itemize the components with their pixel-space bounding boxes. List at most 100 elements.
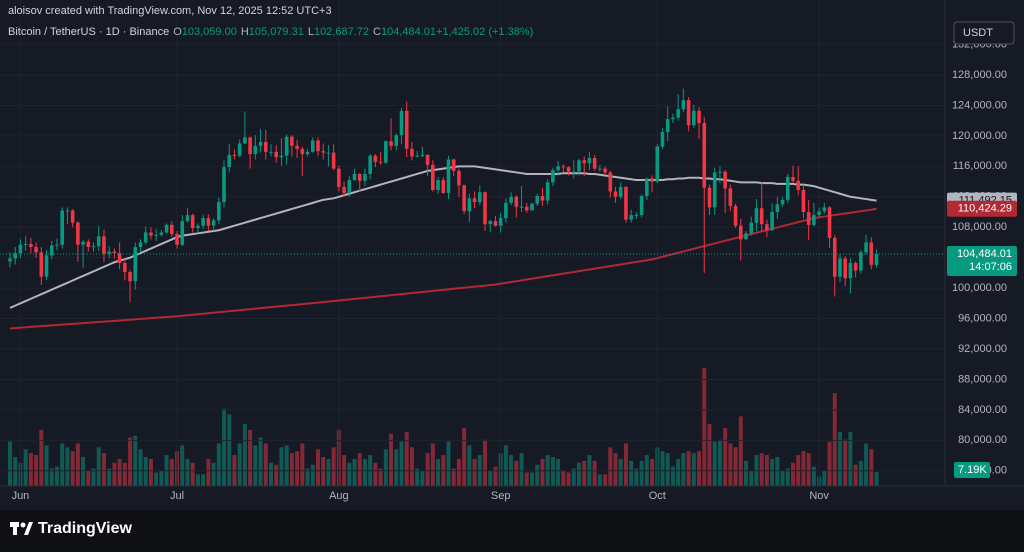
volume-bar [180, 445, 185, 486]
volume-bar [556, 458, 561, 486]
candle-body [869, 242, 874, 265]
volume-bar [383, 449, 388, 486]
candle-body [149, 232, 153, 236]
candle-body [785, 176, 790, 200]
volume-bar [603, 474, 608, 486]
volume-bar [211, 462, 216, 486]
volume-bar [13, 456, 18, 486]
candle-body [478, 192, 482, 203]
candle-body [415, 155, 419, 157]
volume-bar [420, 470, 425, 486]
candle-body [577, 160, 581, 172]
currency-label[interactable]: USDT [963, 27, 993, 39]
legend-value: 103,059.00 [182, 26, 237, 38]
volume-bar [117, 458, 122, 486]
ma-badge-label: 110,424.29 [958, 203, 1012, 215]
volume-bar [488, 470, 493, 486]
candle-body [561, 166, 566, 168]
candle-body [853, 263, 858, 271]
candle-body [551, 170, 555, 183]
volume-bar [357, 453, 362, 486]
candle-body [822, 207, 827, 212]
volume-badge [954, 462, 990, 478]
candle-body [133, 247, 138, 282]
price-axis-panel [945, 0, 1024, 486]
volume-bar [28, 453, 33, 486]
volume-bar [399, 441, 404, 486]
volume-bar [253, 445, 258, 486]
legend-key: C [373, 26, 381, 38]
volume-bar [242, 424, 247, 486]
candle-body [305, 151, 310, 155]
volume-bar [597, 474, 602, 486]
candle-body [660, 132, 665, 147]
candle-body [566, 167, 571, 172]
volume-bar [394, 449, 399, 486]
candle-body [598, 168, 602, 170]
volume-bar [248, 429, 253, 486]
brand-logo [10, 522, 33, 535]
candle-body [180, 221, 185, 245]
volume-bar [691, 453, 696, 486]
volume-bar [618, 458, 623, 486]
volume-bar [853, 464, 858, 486]
volume-bar [112, 462, 117, 486]
candle-body [211, 220, 216, 226]
candle-body [571, 171, 576, 173]
candle-body [618, 186, 623, 197]
candle-body [655, 146, 660, 182]
volume-bar [864, 443, 869, 486]
candle-body [8, 258, 12, 262]
volume-bar [874, 472, 879, 486]
volume-bar [843, 439, 848, 486]
volume-bar [289, 453, 294, 486]
candle-body [556, 166, 560, 171]
volume-bar [837, 431, 842, 486]
candle-body [363, 173, 367, 181]
candle-body [650, 178, 654, 182]
y-tick-label: 80,000.00 [958, 434, 1007, 446]
candle-body [18, 244, 23, 254]
candle-body [102, 236, 106, 254]
candle-body [201, 218, 205, 226]
x-tick-label: Aug [329, 490, 349, 502]
candle-body [686, 100, 691, 126]
volume-bar [697, 451, 702, 486]
candle-body [389, 141, 393, 146]
candle-body [451, 159, 456, 171]
volume-bar [352, 458, 357, 486]
candle-body [237, 143, 242, 156]
volume-bar [665, 453, 670, 486]
candle-body [462, 185, 466, 212]
volume-bar [415, 468, 420, 486]
volume-bar [806, 453, 811, 486]
candle-body [342, 186, 346, 193]
candle-body [441, 180, 446, 193]
candle-body [164, 224, 169, 233]
candle-body [796, 180, 801, 190]
candle-body [399, 110, 404, 136]
y-tick-label: 120,000.00 [952, 130, 1007, 142]
candle-body [832, 237, 837, 277]
moving-average-line [9, 207, 877, 330]
candle-body [154, 234, 158, 236]
candle-body [300, 148, 305, 155]
candle-body [519, 206, 524, 208]
candle-body [29, 243, 33, 248]
volume-bar [216, 443, 221, 486]
candle-body [23, 243, 28, 245]
x-tick-label: Jul [170, 490, 184, 502]
volume-bar [780, 470, 785, 486]
candle-body [791, 176, 795, 181]
candle-body [540, 196, 545, 201]
candle-body [739, 225, 743, 240]
currency-button[interactable] [953, 21, 1015, 45]
legend-key: O [173, 26, 182, 38]
x-tick-label: Jun [12, 490, 30, 502]
y-tick-label: 116,000.00 [953, 160, 1007, 172]
candle-body [65, 210, 70, 212]
volume-bar [759, 453, 764, 486]
candle-body [817, 211, 821, 216]
candle-body [723, 171, 727, 189]
